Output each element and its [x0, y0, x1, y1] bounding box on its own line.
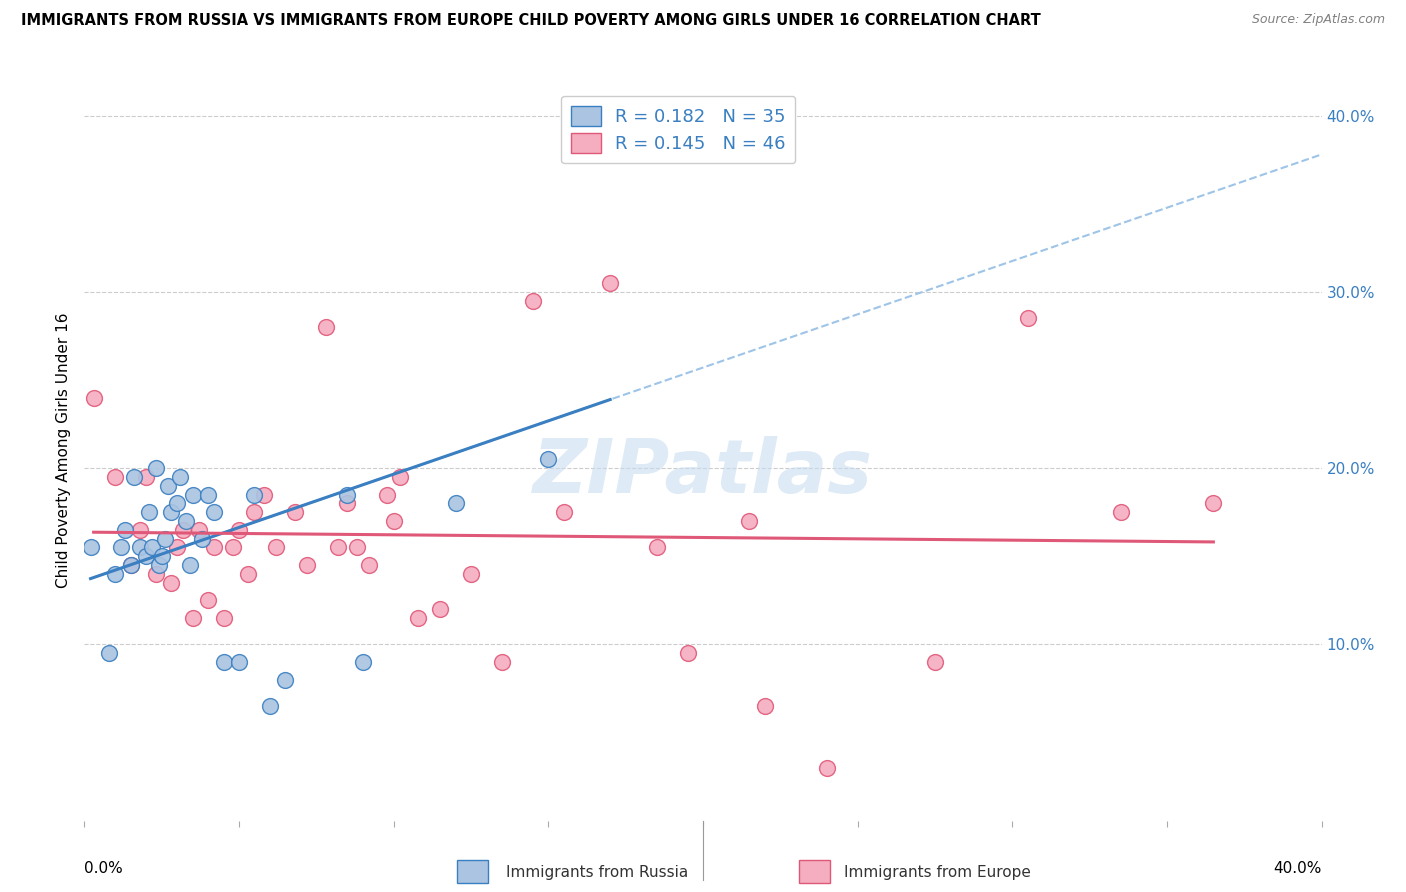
Point	[815, 761, 838, 775]
Point	[197, 593, 219, 607]
Point	[166, 541, 188, 555]
Text: ZIPatlas: ZIPatlas	[533, 436, 873, 509]
Point	[522, 293, 544, 308]
Point	[104, 566, 127, 581]
Point	[336, 487, 359, 501]
Point	[238, 566, 260, 581]
Point	[160, 575, 183, 590]
Point	[388, 470, 411, 484]
Point	[135, 549, 157, 564]
Legend: R = 0.182   N = 35, R = 0.145   N = 46: R = 0.182 N = 35, R = 0.145 N = 46	[561, 96, 796, 163]
Point	[599, 126, 621, 140]
Point	[243, 505, 266, 519]
Point	[153, 532, 176, 546]
Point	[357, 558, 380, 572]
Point	[460, 566, 482, 581]
Point	[352, 655, 374, 669]
Text: Immigrants from Europe: Immigrants from Europe	[844, 865, 1031, 880]
Point	[160, 505, 183, 519]
Point	[315, 320, 337, 334]
Point	[120, 558, 142, 572]
Point	[202, 541, 225, 555]
Point	[259, 699, 281, 714]
Text: Immigrants from Russia: Immigrants from Russia	[506, 865, 689, 880]
Point	[1109, 505, 1132, 519]
Point	[172, 523, 194, 537]
Point	[120, 558, 142, 572]
Point	[145, 461, 167, 475]
Point	[98, 646, 121, 660]
Point	[148, 558, 170, 572]
Point	[295, 558, 318, 572]
Point	[738, 514, 761, 528]
Point	[243, 487, 266, 501]
Y-axis label: Child Poverty Among Girls Under 16: Child Poverty Among Girls Under 16	[56, 313, 72, 588]
Point	[1202, 496, 1225, 510]
Point	[924, 655, 946, 669]
Point	[1017, 311, 1039, 326]
Point	[181, 487, 204, 501]
Point	[553, 505, 575, 519]
Point	[122, 470, 145, 484]
Point	[138, 505, 160, 519]
Point	[166, 496, 188, 510]
Point	[179, 558, 201, 572]
Point	[202, 505, 225, 519]
Point	[150, 549, 173, 564]
Point	[228, 655, 250, 669]
Point	[129, 541, 152, 555]
Point	[537, 452, 560, 467]
Point	[253, 487, 276, 501]
Point	[212, 611, 235, 625]
Point	[264, 541, 287, 555]
Point	[187, 523, 209, 537]
Point	[191, 532, 214, 546]
Point	[429, 602, 451, 616]
Text: 0.0%: 0.0%	[84, 862, 124, 876]
Point	[104, 470, 127, 484]
Point	[129, 523, 152, 537]
Point	[645, 541, 668, 555]
Point	[169, 470, 191, 484]
Point	[145, 566, 167, 581]
Point	[83, 391, 105, 405]
Point	[79, 541, 101, 555]
Point	[377, 487, 399, 501]
Point	[197, 487, 219, 501]
Point	[754, 699, 776, 714]
Point	[156, 479, 179, 493]
Point	[222, 541, 245, 555]
Text: IMMIGRANTS FROM RUSSIA VS IMMIGRANTS FROM EUROPE CHILD POVERTY AMONG GIRLS UNDER: IMMIGRANTS FROM RUSSIA VS IMMIGRANTS FRO…	[21, 13, 1040, 29]
Point	[181, 611, 204, 625]
Point	[408, 611, 430, 625]
Point	[382, 514, 405, 528]
Point	[336, 496, 359, 510]
Point	[326, 541, 349, 555]
Point	[599, 276, 621, 290]
Point	[176, 514, 198, 528]
Point	[141, 541, 163, 555]
Point	[491, 655, 513, 669]
Point	[135, 470, 157, 484]
Point	[346, 541, 368, 555]
Point	[444, 496, 467, 510]
Point	[284, 505, 307, 519]
Text: Source: ZipAtlas.com: Source: ZipAtlas.com	[1251, 13, 1385, 27]
Point	[228, 523, 250, 537]
Point	[676, 646, 699, 660]
Point	[274, 673, 297, 687]
Point	[212, 655, 235, 669]
Text: 40.0%: 40.0%	[1274, 862, 1322, 876]
Point	[114, 523, 136, 537]
Point	[110, 541, 132, 555]
